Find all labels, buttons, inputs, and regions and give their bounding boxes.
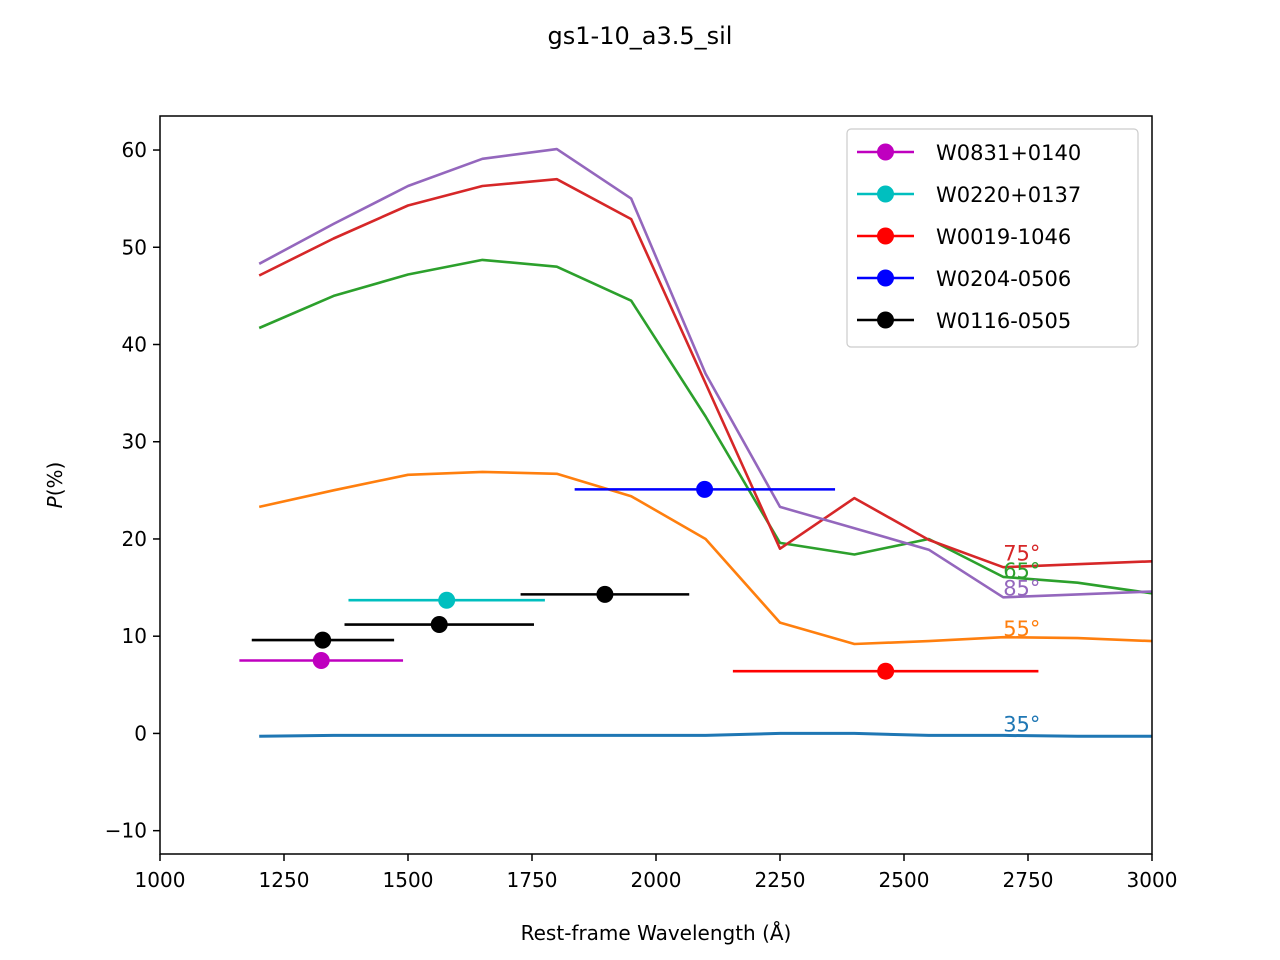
inclination-label: 75° — [1003, 541, 1040, 565]
legend-label: W0831+0140 — [936, 141, 1081, 165]
x-tick-label: 2500 — [879, 868, 930, 892]
y-tick-label: 60 — [122, 138, 147, 162]
legend-box — [846, 128, 1139, 348]
y-axis-label: P(%) — [43, 462, 67, 509]
legend-marker-swatch — [877, 185, 894, 203]
observation-point — [239, 652, 404, 670]
x-tick-label: 1000 — [135, 868, 186, 892]
observation-marker — [314, 631, 332, 649]
x-axis-label: Rest-frame Wavelength (Å) — [521, 921, 792, 945]
x-tick-label: 2000 — [631, 868, 682, 892]
model-lines — [258, 147, 1153, 738]
y-axis-label-symbol: P — [43, 495, 67, 508]
y-tick-label: −10 — [105, 819, 147, 843]
legend-marker-swatch — [877, 143, 894, 161]
observation-marker — [696, 480, 714, 498]
observation-marker — [596, 585, 614, 603]
legend-entries: W0831+0140 W0220+0137 W0019-1046 W0204-0506… — [857, 141, 1081, 333]
model-line-4 — [258, 147, 1153, 599]
inclination-label: 55° — [1003, 617, 1040, 641]
inclination-label: 85° — [1003, 576, 1040, 600]
observation-marker — [430, 616, 448, 634]
legend-entry: W0220+0137 — [857, 183, 1081, 207]
legend-label: W0220+0137 — [936, 183, 1081, 207]
y-axis-ticks: −10 0 10 20 30 40 50 60 — [105, 138, 160, 843]
observation-point — [348, 591, 545, 609]
x-tick-label: 2250 — [755, 868, 806, 892]
observation-point — [732, 662, 1039, 680]
legend-marker-swatch — [877, 269, 894, 287]
observation-point — [344, 616, 534, 634]
inclination-labels: 35° 55° 65°75° 85° — [1003, 541, 1040, 736]
legend-entry: W0019-1046 — [857, 225, 1071, 249]
x-tick-label: 2750 — [1003, 868, 1054, 892]
observation-marker — [312, 652, 330, 670]
x-axis-ticks: 1000 1250 1500 1750 2000 2250 2500 2750 3000 — [135, 854, 1178, 892]
observation-point — [251, 631, 395, 649]
model-line-1 — [258, 470, 1153, 646]
x-tick-label: 1500 — [383, 868, 434, 892]
observation-point — [574, 480, 836, 498]
inclination-label: 35° — [1003, 712, 1040, 736]
y-tick-label: 10 — [122, 624, 147, 648]
y-tick-label: 50 — [122, 235, 147, 259]
x-tick-label: 1750 — [507, 868, 558, 892]
chart-title: gs1-10_a3.5_sil — [548, 22, 733, 50]
observation-marker — [438, 591, 456, 609]
x-tick-label: 3000 — [1127, 868, 1178, 892]
observation-point — [520, 585, 690, 603]
legend-entry: W0831+0140 — [857, 141, 1081, 165]
x-tick-label: 1250 — [259, 868, 310, 892]
legend-label: W0116-0505 — [936, 309, 1071, 333]
observation-marker — [877, 662, 895, 680]
legend-label: W0204-0506 — [936, 267, 1071, 291]
legend-label: W0019-1046 — [936, 225, 1071, 249]
observations — [239, 480, 1039, 680]
legend-marker-swatch — [877, 311, 894, 329]
legend: W0831+0140 W0220+0137 W0019-1046 W0204-0506… — [846, 128, 1139, 348]
y-tick-label: 20 — [122, 527, 147, 551]
inclination-label: 65° — [1003, 559, 1040, 583]
model-line-2 — [258, 258, 1153, 595]
model-line-3 — [258, 177, 1153, 569]
legend-marker-swatch — [877, 227, 894, 245]
legend-entry: W0116-0505 — [857, 309, 1071, 333]
model-line-0 — [259, 731, 1152, 738]
y-axis-label-unit: (%) — [43, 462, 67, 497]
y-tick-label: 40 — [122, 332, 147, 356]
y-tick-label: 30 — [122, 430, 147, 454]
y-tick-label: 0 — [134, 721, 147, 745]
legend-entry: W0204-0506 — [857, 267, 1071, 291]
